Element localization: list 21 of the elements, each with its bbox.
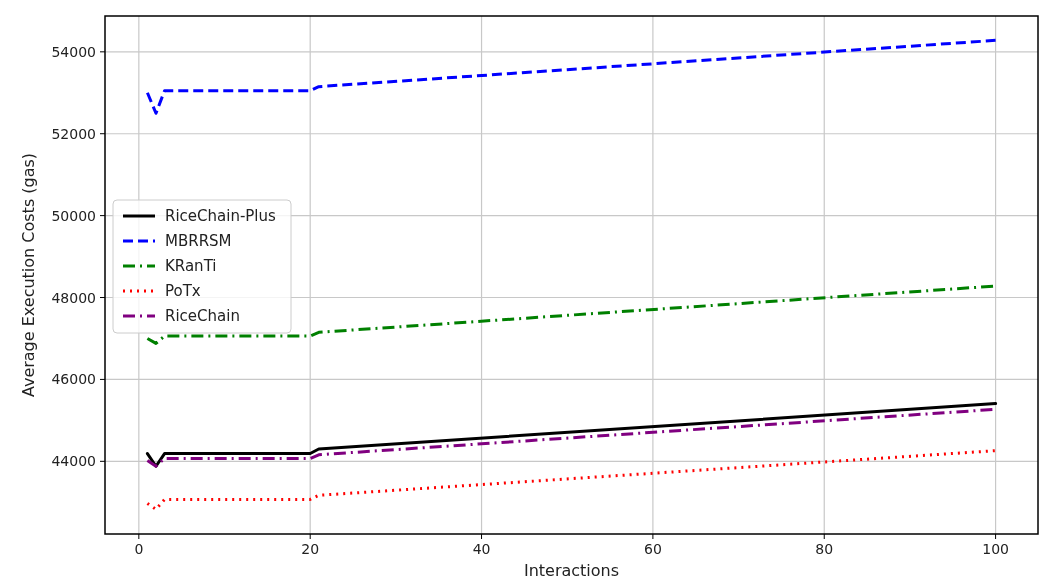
y-tick-label: 48000 [51,289,96,306]
line-series [145,449,998,511]
line-series [145,38,998,115]
legend-label: RiceChain [165,307,240,325]
y-tick-label: 50000 [51,207,96,224]
y-axis-title: Average Execution Costs (gas) [19,152,38,398]
y-tick-label: 46000 [51,371,96,388]
x-tick-label: 0 [134,541,144,557]
x-tick-label: 20 [301,541,320,557]
x-axis-title: Interactions [523,561,620,580]
legend-label: MBRRSM [165,232,232,250]
legend-label: RiceChain-Plus [165,207,277,225]
legend-label: KRanTi [165,257,217,275]
y-tick-label: 44000 [51,453,96,470]
x-tick-label: 60 [643,541,662,557]
y-tick-label: 54000 [51,43,96,60]
y-tick-label: 52000 [51,125,96,142]
x-tick-label: 80 [815,541,834,557]
legend-label: PoTx [165,282,201,300]
x-tick-label: 100 [982,541,1009,557]
x-tick-label: 40 [472,541,491,557]
